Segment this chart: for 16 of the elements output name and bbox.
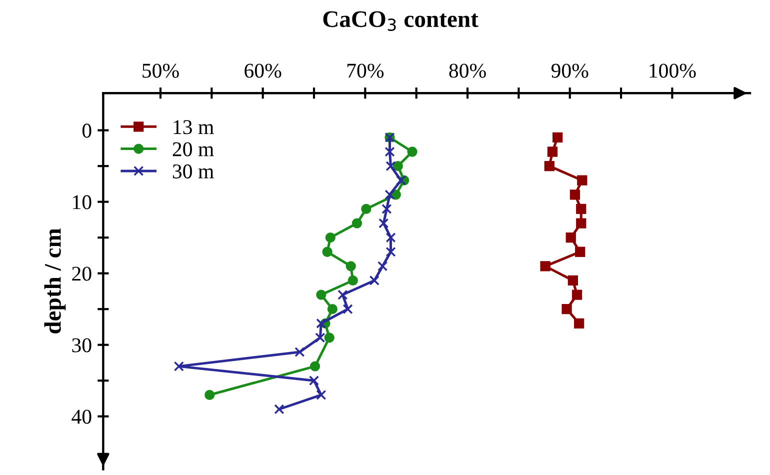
x-tick-label: 50% (142, 64, 179, 78)
x-tick-label: 70% (347, 64, 384, 78)
y-tick-label: 10 (73, 195, 92, 210)
legend-label: 20 m (172, 142, 214, 156)
chart-title: CaCO$_{3}$ content (323, 11, 478, 31)
legend-label: 13 m (174, 120, 214, 134)
x-tick-label: 80% (449, 64, 486, 78)
y-tick-label: 0 (82, 124, 92, 138)
y-axis-title: depth / cm (44, 228, 66, 334)
y-tick-label: 30 (72, 338, 92, 352)
x-tick-label: 100% (650, 64, 696, 78)
legend-label: 30 m (172, 164, 214, 178)
y-tick-label: 40 (72, 410, 92, 424)
x-tick-label: 60% (244, 64, 282, 78)
x-tick-label: 90% (551, 64, 588, 78)
y-tick-label: 20 (72, 266, 92, 281)
